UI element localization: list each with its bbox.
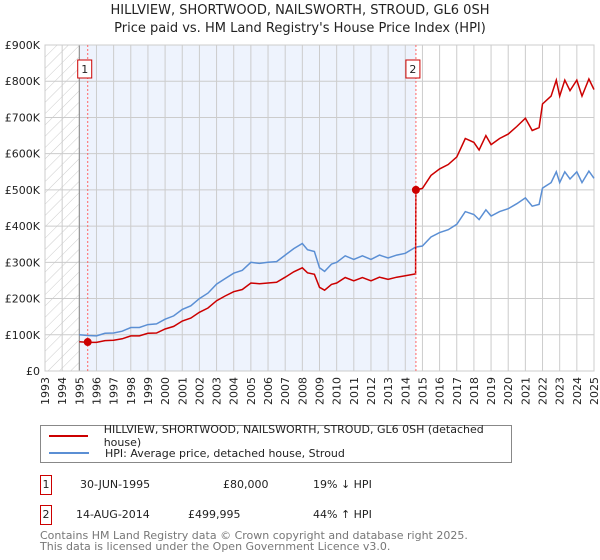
sale-date: 30-JUN-1995 (80, 478, 151, 491)
legend-label: HPI: Average price, detached house, Stro… (105, 446, 345, 460)
sale-price: £80,000 (223, 478, 269, 491)
x-tick-label: 2012 (365, 377, 378, 405)
x-tick-label: 2007 (279, 377, 292, 405)
sale-date: 14-AUG-2014 (76, 508, 150, 521)
legend-item-hpi: HPI: Average price, detached house, Stro… (49, 445, 345, 461)
sale-label: 2 (409, 63, 416, 76)
legend: HILLVIEW, SHORTWOOD, NAILSWORTH, STROUD,… (40, 423, 512, 463)
x-tick-label: 2015 (416, 377, 429, 405)
x-tick-label: 2017 (451, 377, 464, 405)
x-tick-label: 1998 (125, 377, 138, 405)
x-tick-label: 1994 (56, 377, 69, 405)
footer-line: This data is licensed under the Open Gov… (40, 540, 391, 553)
x-tick-label: 2008 (296, 377, 309, 405)
x-tick-label: 2014 (399, 377, 412, 405)
sale-hpi: 44% ↑ HPI (313, 508, 372, 521)
title: HILLVIEW, SHORTWOOD, NAILSWORTH, STROUD,… (110, 3, 490, 18)
x-tick-label: 2005 (245, 377, 258, 405)
y-tick-label: £500K (5, 184, 41, 197)
x-tick-label: 2019 (485, 377, 498, 405)
property-price-line (79, 77, 595, 344)
x-tick-label: 1997 (108, 377, 121, 405)
x-tick-label: 1999 (142, 377, 155, 405)
sale-hpi: 19% ↓ HPI (313, 478, 372, 491)
y-tick-label: £600K (5, 148, 41, 161)
y-tick-label: £0 (26, 365, 40, 378)
subtitle: Price paid vs. HM Land Registry's House … (114, 21, 486, 36)
price-chart: 1993 1994 1995 1996 1997 1998 1999 2000 2001 2002… (5, 39, 600, 405)
x-tick-label: 2011 (348, 377, 361, 405)
x-tick-label: 2013 (382, 377, 395, 405)
x-tick-label: 2002 (193, 377, 206, 405)
hpi-line (79, 169, 595, 337)
sale-marker-badge: 2 (40, 505, 52, 525)
x-tick-label: 2024 (571, 377, 584, 405)
y-tick-label: £200K (5, 293, 41, 306)
sale-marker-badge: 1 (40, 475, 52, 495)
legend-swatch (49, 435, 88, 437)
legend-item-property: HILLVIEW, SHORTWOOD, NAILSWORTH, STROUD,… (49, 423, 511, 449)
y-tick-label: £700K (5, 111, 41, 124)
footer-line: Contains HM Land Registry data © Crown c… (40, 529, 468, 542)
plot-frame (44, 44, 595, 372)
x-tick-label: 2021 (519, 377, 532, 405)
footer: Contains HM Land Registry data © Crown c… (40, 530, 468, 552)
x-tick-label: 2001 (176, 377, 189, 405)
x-tick-label: 2009 (314, 377, 327, 405)
shaded-region (79, 45, 416, 371)
sale-label-box (405, 59, 421, 79)
x-tick-label: 2006 (262, 377, 275, 405)
x-tick-label: 2003 (211, 377, 224, 405)
x-tick-label: 2018 (468, 377, 481, 405)
y-tick-label: £300K (5, 256, 41, 269)
legend-label: HILLVIEW, SHORTWOOD, NAILSWORTH, STROUD,… (103, 423, 484, 449)
sale-label-box (77, 59, 93, 79)
x-tick-label: 1993 (39, 377, 52, 405)
x-tick-label: 2000 (159, 377, 172, 405)
sale-label: 1 (81, 63, 88, 76)
x-tick-label: 1995 (73, 377, 86, 405)
x-tick-label: 2025 (588, 377, 600, 405)
chart-title: HILLVIEW, SHORTWOOD, NAILSWORTH, STROUD,… (0, 2, 600, 38)
y-tick-label: £400K (5, 220, 41, 233)
x-tick-label: 2022 (537, 377, 550, 405)
y-tick-label: £800K (5, 75, 41, 88)
sale-point (83, 338, 92, 347)
x-tick-label: 2004 (228, 377, 241, 405)
legend-swatch (49, 452, 89, 454)
x-tick-label: 2010 (331, 377, 344, 405)
y-tick-label: £100K (5, 329, 41, 342)
sale-point (411, 185, 420, 194)
x-tick-label: 2023 (554, 377, 567, 405)
x-tick-label: 1996 (90, 377, 103, 405)
x-tick-label: 2016 (434, 377, 447, 405)
sale-price: £499,995 (188, 508, 241, 521)
x-tick-label: 2020 (502, 377, 515, 405)
y-tick-label: £900K (5, 39, 41, 52)
